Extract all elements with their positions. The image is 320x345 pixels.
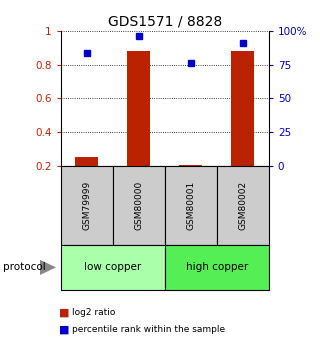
Bar [179, 165, 203, 166]
Text: protocol: protocol [3, 263, 46, 272]
Bar [231, 51, 254, 166]
Text: GSM80000: GSM80000 [134, 181, 143, 230]
Bar [127, 51, 150, 166]
Text: GSM80002: GSM80002 [238, 181, 247, 230]
Text: log2 ratio: log2 ratio [72, 308, 116, 317]
Text: ■: ■ [59, 325, 70, 334]
Bar [75, 157, 99, 166]
Title: GDS1571 / 8828: GDS1571 / 8828 [108, 14, 222, 29]
Polygon shape [40, 260, 56, 275]
Text: low copper: low copper [84, 263, 141, 272]
Text: GSM79999: GSM79999 [82, 181, 91, 230]
Text: high copper: high copper [186, 263, 248, 272]
Text: GSM80001: GSM80001 [186, 181, 195, 230]
Text: ■: ■ [59, 307, 70, 317]
Text: percentile rank within the sample: percentile rank within the sample [72, 325, 225, 334]
